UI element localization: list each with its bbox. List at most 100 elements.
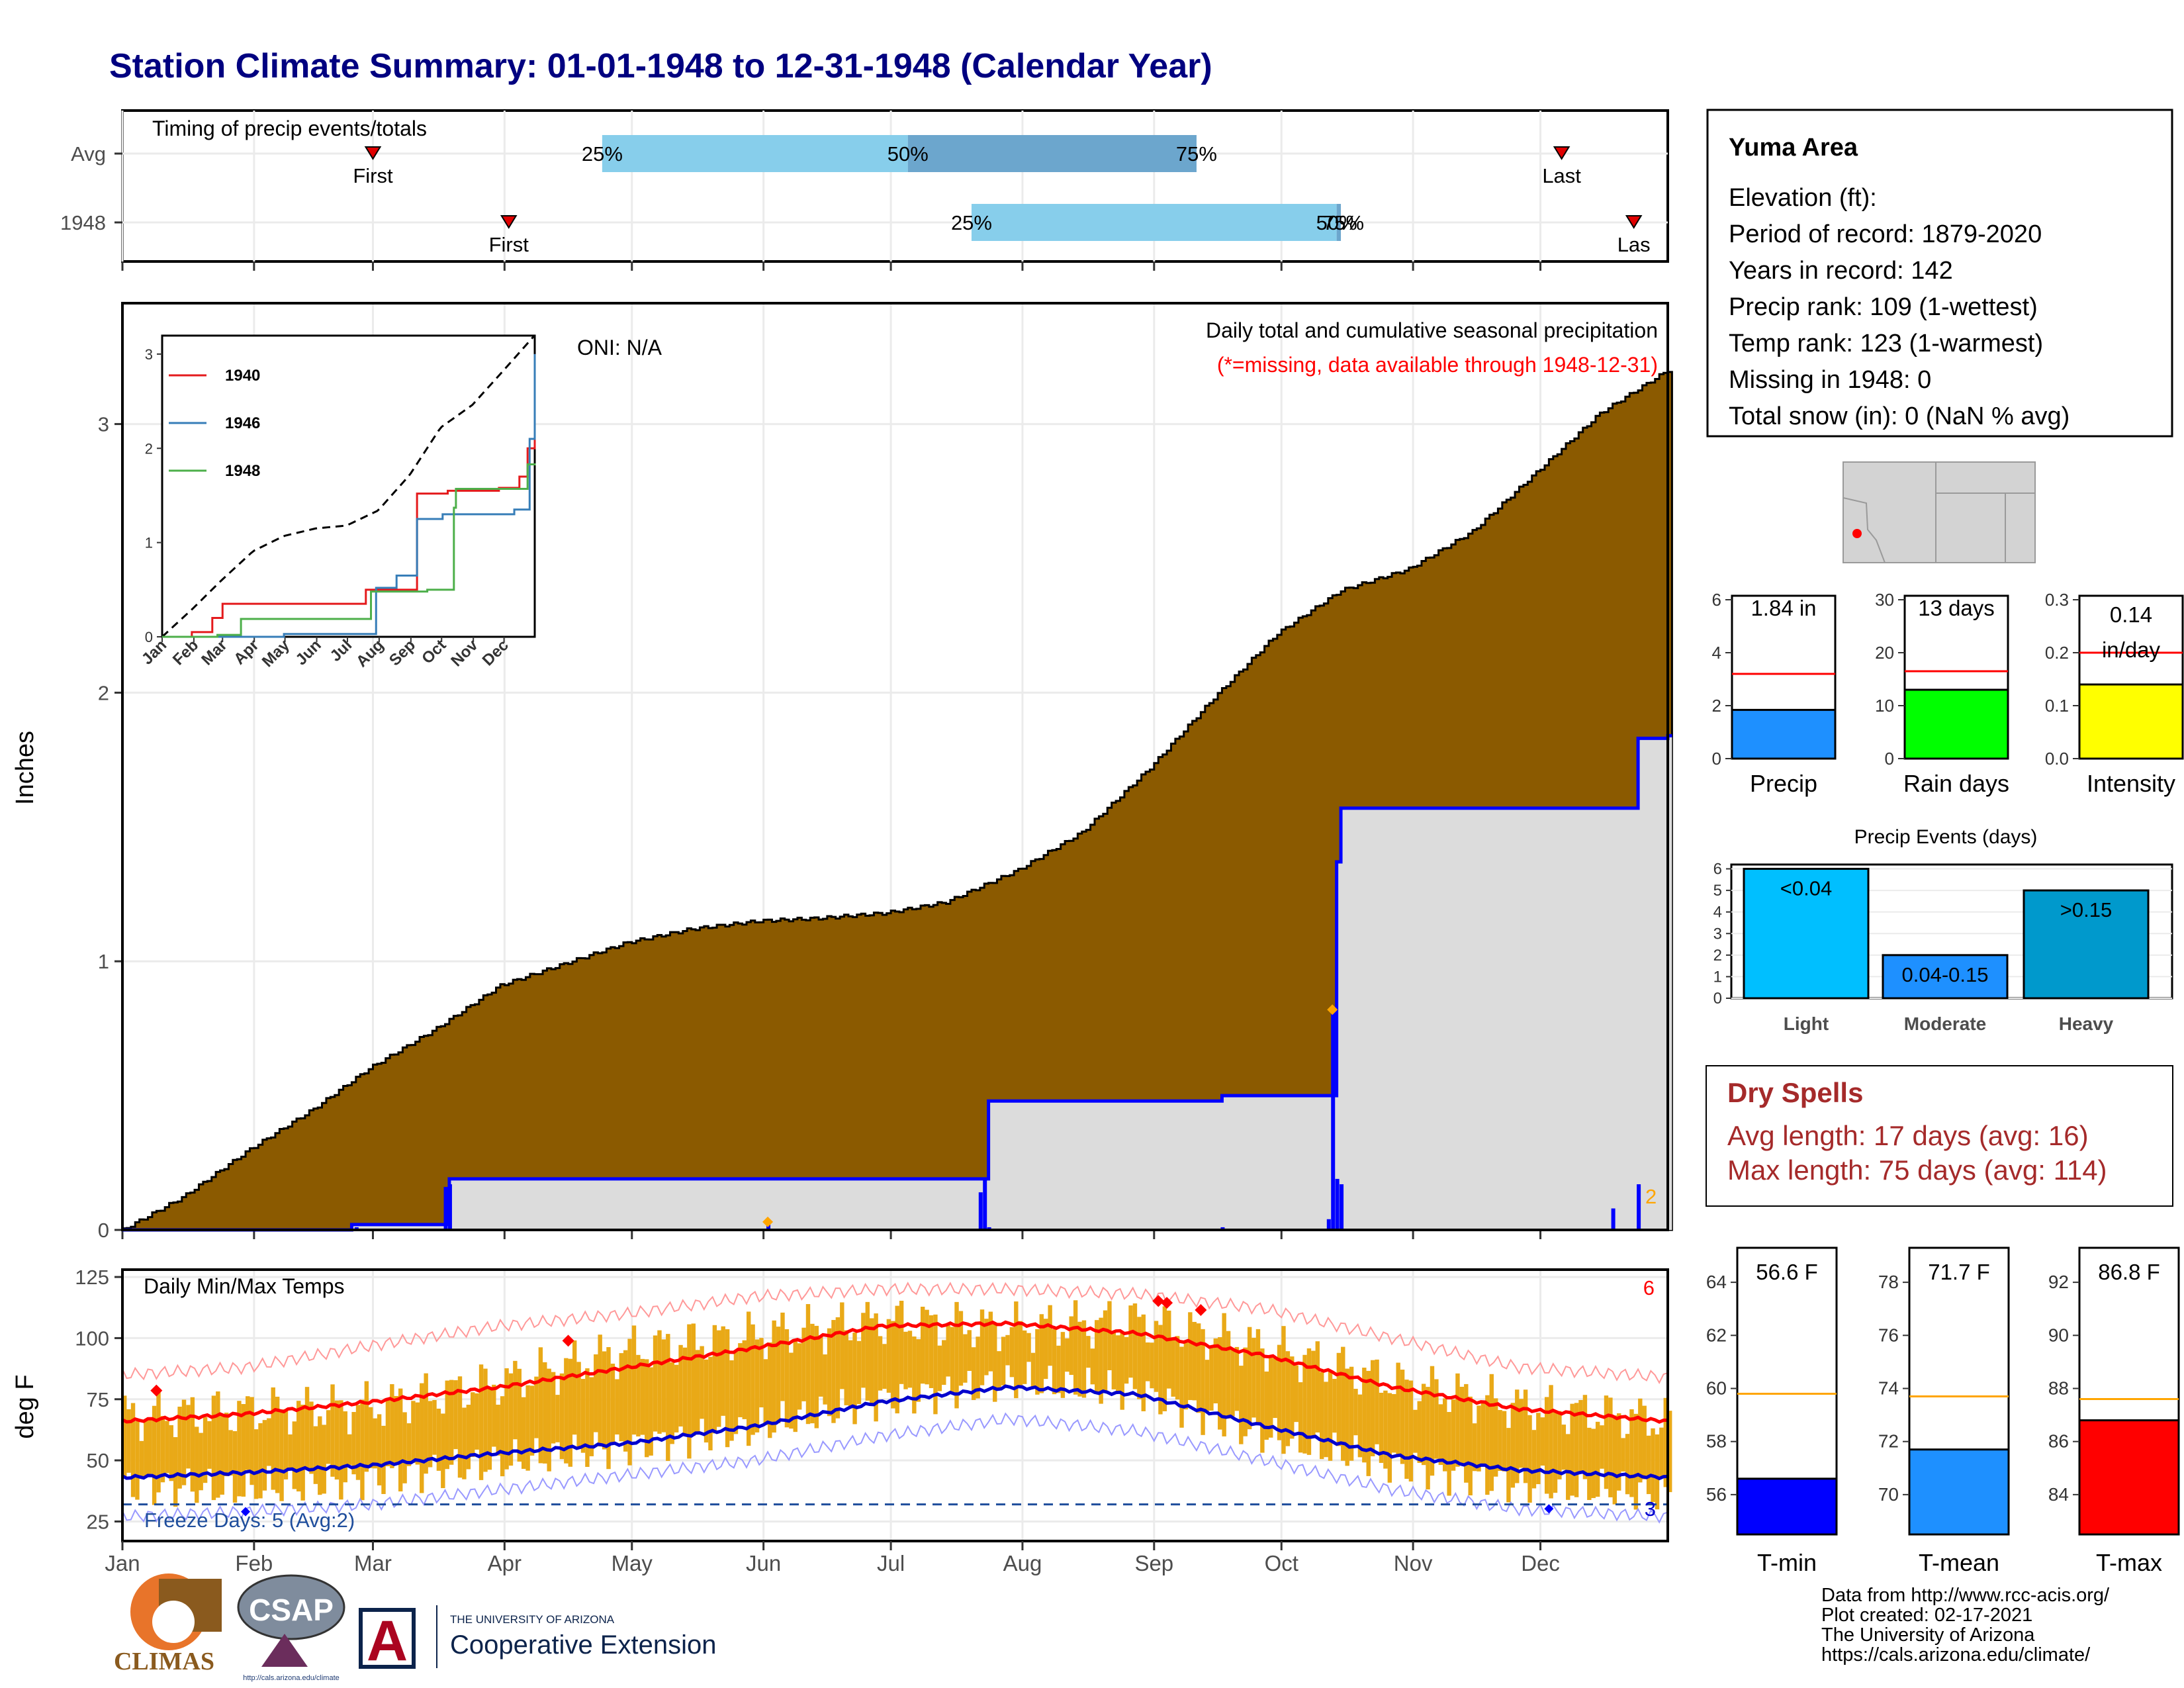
daily-temp-bar: [369, 1407, 373, 1468]
daily-temp-bar: [1506, 1428, 1511, 1503]
daily-temp-bar: [1201, 1329, 1205, 1435]
daily-temp-bar: [844, 1330, 848, 1405]
daily-temp-bar: [1116, 1335, 1120, 1393]
daily-temp-bar: [1459, 1386, 1465, 1464]
events-bar: [1882, 954, 2009, 1000]
precip-y-tick-label: 2: [98, 681, 109, 704]
temp-bar-tick-label: 74: [1878, 1378, 1899, 1398]
daily-temp-bar: [610, 1364, 615, 1444]
daily-temp-bar: [398, 1388, 403, 1492]
daily-temp-bar: [1523, 1389, 1528, 1483]
daily-temp-bar: [224, 1413, 229, 1477]
record-high-marker: [562, 1335, 574, 1347]
daily-temp-bar: [1447, 1412, 1451, 1496]
temp-bar-label: T-max: [2096, 1549, 2162, 1576]
daily-temp-bar: [1332, 1378, 1337, 1433]
daily-temp-bar: [988, 1311, 993, 1372]
daily-temp-bar: [1306, 1348, 1312, 1455]
timing-panel-label: Timing of precip events/totals: [152, 117, 427, 140]
daily-temp-bar: [1493, 1398, 1498, 1477]
daily-temp-bar: [687, 1324, 692, 1459]
daily-temp-bar: [1218, 1337, 1222, 1430]
daily-temp-bar: [793, 1338, 797, 1432]
daily-temp-bar: [343, 1411, 347, 1483]
daily-temp-bar: [1060, 1332, 1066, 1398]
events-bar: [2023, 889, 2150, 1000]
daily-temp-bar: [653, 1335, 658, 1432]
daily-temp-bar: [580, 1379, 586, 1453]
daily-temp-bar: [173, 1437, 178, 1507]
record-low-count: 3: [1645, 1497, 1656, 1521]
daily-temp-bar: [852, 1333, 857, 1425]
csap-logo-text: CSAP: [249, 1593, 334, 1627]
daily-temp-bar: [805, 1304, 811, 1425]
daily-temp-bar: [237, 1401, 242, 1497]
current-cumulative-line: [122, 733, 1672, 1232]
daily-temp-bar: [772, 1320, 776, 1433]
daily-temp-bar: [1515, 1389, 1520, 1483]
daily-temp-bar: [1600, 1425, 1604, 1469]
daily-temp-bar: [937, 1345, 942, 1391]
daily-temp-bar: [589, 1377, 594, 1456]
temp-bar-label: T-mean: [1919, 1549, 1999, 1576]
daily-temp-bar: [1281, 1326, 1286, 1454]
inset-y-tick-label: 3: [145, 346, 153, 363]
daily-temp-bar: [271, 1387, 275, 1490]
timing-event-label: First: [353, 164, 393, 187]
daily-temp-bar: [1273, 1358, 1277, 1419]
daily-temp-bar: [797, 1343, 802, 1410]
daily-temp-bar: [279, 1409, 284, 1501]
daily-temp-bar: [195, 1427, 199, 1503]
daily-temp-bar: [768, 1342, 772, 1438]
timing-bar-50-75: [907, 135, 1197, 172]
month-tick-label: Nov: [1394, 1551, 1433, 1575]
daily-temp-bar: [801, 1327, 806, 1401]
temp-bar-value: 56.6 F: [1756, 1260, 1818, 1284]
daily-temp-bar: [1175, 1336, 1180, 1400]
daily-temp-bar: [1498, 1410, 1502, 1472]
daily-temp-bar: [1052, 1329, 1057, 1395]
daily-temp-bar: [1213, 1338, 1218, 1404]
daily-temp-bar: [572, 1340, 577, 1435]
daily-temp-bar: [712, 1325, 717, 1434]
daily-temp-bar: [538, 1347, 543, 1464]
daily-temp-bar: [1468, 1396, 1473, 1496]
daily-temp-bar: [1531, 1430, 1537, 1489]
daily-temp-bar: [211, 1395, 216, 1501]
daily-temp-bar: [886, 1319, 891, 1393]
daily-temp-bar: [207, 1421, 212, 1469]
daily-temp-bar: [925, 1309, 929, 1385]
daily-temp-bar: [1183, 1342, 1189, 1410]
mini-bar-tick-label: 0.3: [2045, 590, 2069, 610]
temp-bar-tick-label: 70: [1878, 1484, 1899, 1505]
daily-temp-bar: [1196, 1323, 1201, 1413]
events-title: Precip Events (days): [1854, 826, 2038, 848]
daily-temp-bar: [517, 1368, 522, 1462]
daily-temp-bar: [848, 1340, 853, 1409]
timing-event-label: Last: [1542, 164, 1581, 187]
temp-bar-tick-label: 56: [1706, 1484, 1727, 1505]
month-tick-label: Apr: [488, 1551, 522, 1575]
daily-temp-bar: [933, 1314, 938, 1415]
daily-temp-bar: [691, 1323, 696, 1436]
timing-bar-50-75: [1336, 204, 1342, 241]
daily-temp-bar: [1617, 1413, 1621, 1491]
daily-precip-bar: [1335, 1178, 1340, 1230]
daily-temp-bar: [445, 1380, 449, 1470]
daily-temp-bar: [122, 1395, 127, 1477]
daily-temp-bar: [971, 1347, 976, 1400]
daily-temp-bar: [666, 1334, 670, 1461]
temp-bar-tick-label: 78: [1878, 1272, 1899, 1292]
csap-logo-cloud: [237, 1574, 345, 1640]
daily-precip-bar: [983, 1178, 987, 1230]
daily-temp-bar: [1472, 1423, 1477, 1472]
daily-temp-bar: [704, 1359, 709, 1443]
daily-temp-bar: [1222, 1313, 1226, 1436]
month-tick-label: Jun: [746, 1551, 781, 1575]
station-info-line: Elevation (ft):: [1729, 184, 1877, 212]
daily-temp-bar: [780, 1312, 785, 1401]
daily-temp-bar: [1570, 1403, 1574, 1496]
temp-panel-frame: [121, 1268, 1669, 1542]
mini-bar-label: Intensity: [2087, 770, 2175, 797]
month-tick-label: Oct: [1265, 1551, 1298, 1575]
